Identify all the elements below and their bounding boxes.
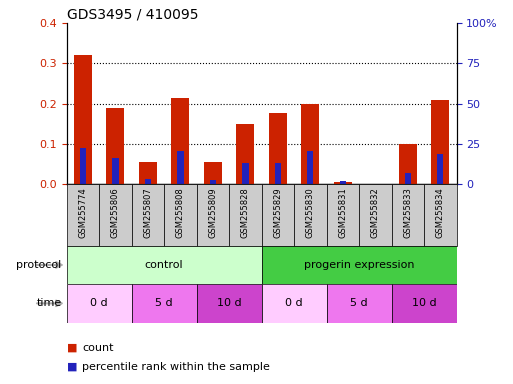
Text: control: control	[145, 260, 184, 270]
Text: GSM255809: GSM255809	[208, 187, 218, 238]
Bar	[177, 151, 184, 184]
Bar	[67, 284, 132, 323]
Text: GSM255807: GSM255807	[144, 187, 152, 238]
Bar	[437, 154, 443, 184]
Text: 0 d: 0 d	[285, 298, 303, 308]
Bar	[196, 284, 262, 323]
Text: GSM255774: GSM255774	[78, 187, 87, 238]
Text: time: time	[36, 298, 62, 308]
Text: count: count	[82, 343, 113, 353]
Bar	[399, 144, 417, 184]
Text: 5 d: 5 d	[155, 298, 173, 308]
Bar	[294, 184, 327, 246]
Text: 10 d: 10 d	[217, 298, 242, 308]
Bar	[132, 284, 196, 323]
Text: ■: ■	[67, 343, 77, 353]
Bar	[132, 184, 164, 246]
Text: GSM255832: GSM255832	[371, 187, 380, 238]
Text: percentile rank within the sample: percentile rank within the sample	[82, 362, 270, 372]
Text: protocol: protocol	[16, 260, 62, 270]
Bar	[67, 184, 99, 246]
Text: 5 d: 5 d	[350, 298, 368, 308]
Bar	[391, 184, 424, 246]
Bar	[210, 180, 216, 184]
Bar	[204, 162, 222, 184]
Bar	[236, 124, 254, 184]
Bar	[67, 246, 262, 284]
Text: GSM255834: GSM255834	[436, 187, 445, 238]
Bar	[327, 184, 359, 246]
Text: 10 d: 10 d	[412, 298, 437, 308]
Text: GDS3495 / 410095: GDS3495 / 410095	[67, 8, 198, 22]
Bar	[405, 173, 411, 184]
Text: GSM255806: GSM255806	[111, 187, 120, 238]
Bar	[262, 284, 327, 323]
Bar	[275, 163, 281, 184]
Bar	[262, 184, 294, 246]
Text: GSM255831: GSM255831	[339, 187, 347, 238]
Bar	[171, 98, 189, 184]
Bar	[424, 184, 457, 246]
Bar	[262, 246, 457, 284]
Text: GSM255808: GSM255808	[176, 187, 185, 238]
Bar	[269, 113, 287, 184]
Bar	[80, 148, 86, 184]
Bar	[391, 284, 457, 323]
Bar	[164, 184, 196, 246]
Bar	[242, 163, 248, 184]
Bar	[334, 182, 352, 184]
Bar	[431, 100, 449, 184]
Bar	[340, 181, 346, 184]
Bar	[327, 284, 391, 323]
Bar	[196, 184, 229, 246]
Bar	[229, 184, 262, 246]
Text: ■: ■	[67, 362, 77, 372]
Text: GSM255833: GSM255833	[403, 187, 412, 238]
Bar	[145, 179, 151, 184]
Bar	[307, 151, 313, 184]
Bar	[107, 108, 124, 184]
Bar	[139, 162, 157, 184]
Bar	[74, 55, 92, 184]
Text: GSM255830: GSM255830	[306, 187, 315, 238]
Text: GSM255829: GSM255829	[273, 187, 282, 238]
Text: 0 d: 0 d	[90, 298, 108, 308]
Bar	[99, 184, 132, 246]
Bar	[302, 104, 319, 184]
Text: progerin expression: progerin expression	[304, 260, 415, 270]
Text: GSM255828: GSM255828	[241, 187, 250, 238]
Bar	[359, 184, 391, 246]
Bar	[112, 158, 119, 184]
